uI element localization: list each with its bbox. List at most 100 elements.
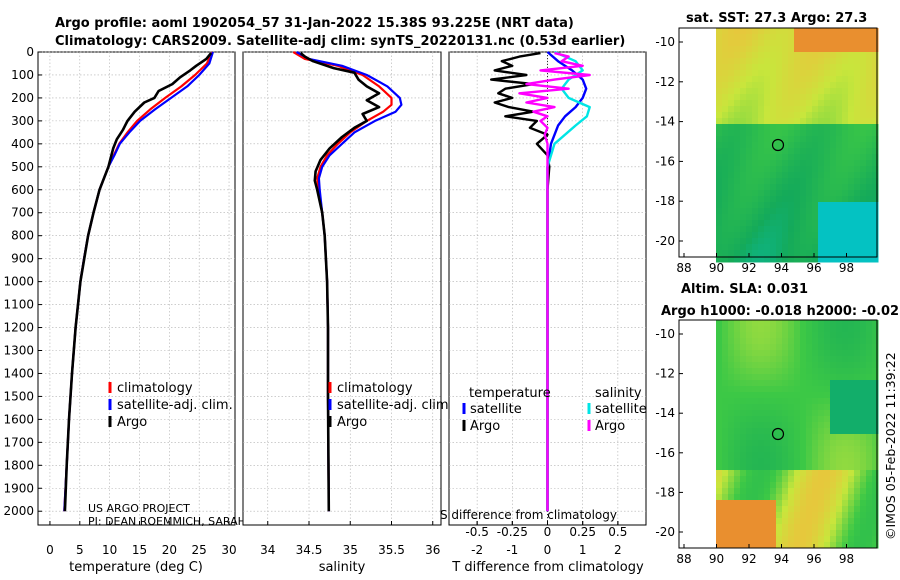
heat-cell [812, 506, 819, 513]
heat-cell [824, 208, 831, 215]
heat-cell [764, 178, 771, 185]
heat-cell [830, 488, 837, 495]
heat-cell [842, 386, 849, 393]
heat-cell [830, 250, 837, 257]
heat-cell [866, 380, 873, 387]
heat-cell [800, 386, 807, 393]
heat-cell [860, 356, 867, 363]
heat-cell [758, 422, 765, 429]
heat-cell [848, 440, 855, 447]
legend-heading-salinity: salinity [595, 386, 642, 401]
heat-cell [866, 172, 873, 179]
difference-panel: -2 -1 0 1 2 T difference from climatology te… [440, 50, 647, 575]
heat-cell [758, 524, 765, 531]
heat-cell [728, 76, 735, 83]
heat-cell [788, 34, 795, 41]
heat-cell [782, 368, 789, 375]
heat-cell [740, 338, 747, 345]
heat-cell [734, 100, 741, 107]
heat-cell [842, 416, 849, 423]
salinity-difference-tick-labels: -0.5 -0.25 0 0.25 0.5 [465, 521, 627, 539]
heat-cell [848, 458, 855, 465]
heat-cell [794, 518, 801, 525]
heat-cell [722, 220, 729, 227]
heat-cell [812, 374, 819, 381]
heat-cell [812, 178, 819, 185]
heat-cell [770, 100, 777, 107]
heat-cell [860, 362, 867, 369]
heat-cell [830, 28, 837, 35]
sla-map-title: Altim. SLA: 0.031 [681, 282, 808, 297]
heat-cell [860, 190, 867, 197]
heat-cell [788, 476, 795, 483]
heat-cell [728, 238, 735, 245]
heat-cell [752, 482, 759, 489]
heat-cell [818, 380, 825, 387]
heat-cell [866, 482, 873, 489]
lon-tick-label: 92 [741, 552, 756, 566]
heat-cell [770, 416, 777, 423]
heat-cell [806, 244, 813, 251]
heat-cell [788, 250, 795, 257]
heat-cell [872, 380, 879, 387]
heat-cell [758, 208, 765, 215]
heat-cell [830, 524, 837, 531]
heat-cell [830, 320, 837, 327]
heat-cell [836, 244, 843, 251]
heat-cell [788, 196, 795, 203]
heat-cell [836, 482, 843, 489]
heat-cell [764, 326, 771, 333]
heat-cell [860, 434, 867, 441]
heat-cell [716, 506, 723, 513]
heat-cell [794, 94, 801, 101]
heat-cell [788, 446, 795, 453]
heat-cell [728, 326, 735, 333]
y-tick-label: 1400 [3, 366, 34, 380]
heat-cell [776, 64, 783, 71]
heat-cell [722, 512, 729, 519]
heat-cell [758, 202, 765, 209]
heat-cell [728, 112, 735, 119]
heat-cell [872, 500, 879, 507]
heat-cell [752, 512, 759, 519]
heat-cell [800, 362, 807, 369]
heat-cell [788, 512, 795, 519]
heat-cell [746, 244, 753, 251]
heat-cell [848, 410, 855, 417]
heat-cell [740, 148, 747, 155]
difference-series [490, 50, 591, 512]
heat-cell [728, 160, 735, 167]
heat-cell [854, 368, 861, 375]
heat-cell [872, 392, 879, 399]
heat-cell [722, 518, 729, 525]
heat-cell [830, 368, 837, 375]
series-argo [299, 52, 381, 512]
heat-cell [788, 124, 795, 131]
heat-cell [782, 46, 789, 53]
heat-cell [836, 226, 843, 233]
heat-cell [836, 232, 843, 239]
heat-cell [800, 458, 807, 465]
heat-cell [782, 398, 789, 405]
heat-cell [872, 184, 879, 191]
heat-cell [734, 64, 741, 71]
heat-cell [722, 530, 729, 537]
heat-cell [866, 130, 873, 137]
heat-cell [866, 440, 873, 447]
heat-cell [800, 208, 807, 215]
heat-cell [752, 338, 759, 345]
heat-cell [716, 410, 723, 417]
legend-label: climatology [337, 381, 413, 396]
heat-cell [806, 100, 813, 107]
heat-cell [722, 178, 729, 185]
heat-cell [818, 512, 825, 519]
heat-cell [776, 184, 783, 191]
heat-cell [740, 434, 747, 441]
heat-cell [812, 452, 819, 459]
heat-cell [866, 434, 873, 441]
heat-cell [818, 428, 825, 435]
y-tick-label: 300 [11, 114, 34, 128]
heat-cell [758, 244, 765, 251]
heat-cell [764, 464, 771, 471]
heat-cell [836, 524, 843, 531]
